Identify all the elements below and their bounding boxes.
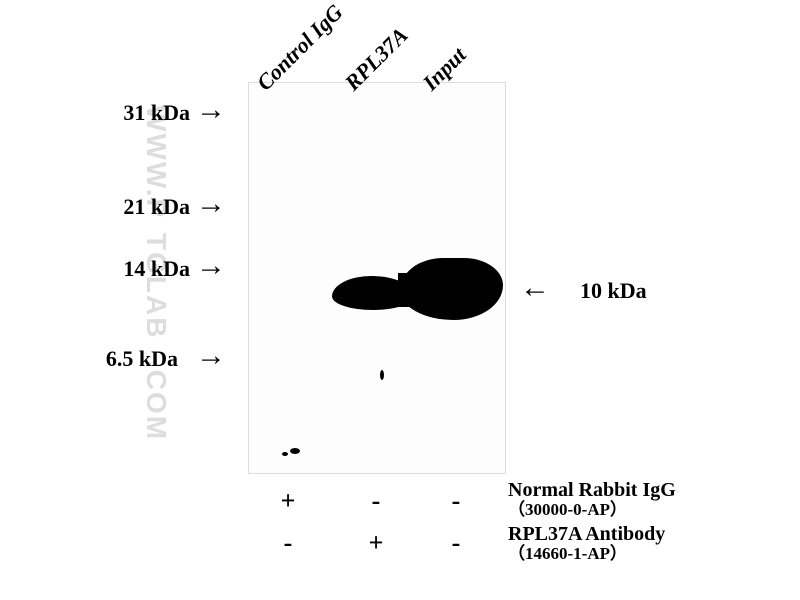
matrix-sign: +: [268, 486, 308, 516]
matrix-row-label-normal-igg: Normal Rabbit IgG （30000-0-AP）: [508, 480, 676, 519]
matrix-sign: -: [436, 486, 476, 516]
band-bridge: [398, 273, 428, 307]
matrix-sign: -: [268, 528, 308, 558]
marker-label: 6.5 kDa: [68, 346, 178, 372]
watermark-line3: .COM: [140, 360, 172, 441]
marker-label: 21 kDa: [80, 194, 190, 220]
blot-speck: [380, 370, 384, 380]
marker-label: 31 kDa: [80, 100, 190, 126]
matrix-sign: -: [356, 486, 396, 516]
matrix-row-sub: （14660-1-AP）: [508, 545, 665, 563]
marker-label: 14 kDa: [80, 256, 190, 282]
target-label-10kda: 10 kDa: [580, 278, 647, 304]
blot-speck: [282, 452, 288, 456]
matrix-row-label-text: RPL37A Antibody: [508, 523, 665, 545]
matrix-row-label-text: Normal Rabbit IgG: [508, 479, 676, 501]
matrix-row-label-rpl37a-ab: RPL37A Antibody （14660-1-AP）: [508, 524, 665, 563]
matrix-sign: +: [356, 528, 396, 558]
matrix-sign: -: [436, 528, 476, 558]
blot-speck: [290, 448, 300, 454]
figure-container: WWW.P TGLAB .COM Control IgG RPL37A Inpu…: [0, 0, 800, 600]
watermark-line2: TGLAB: [140, 233, 172, 339]
matrix-row-sub: （30000-0-AP）: [508, 501, 676, 519]
